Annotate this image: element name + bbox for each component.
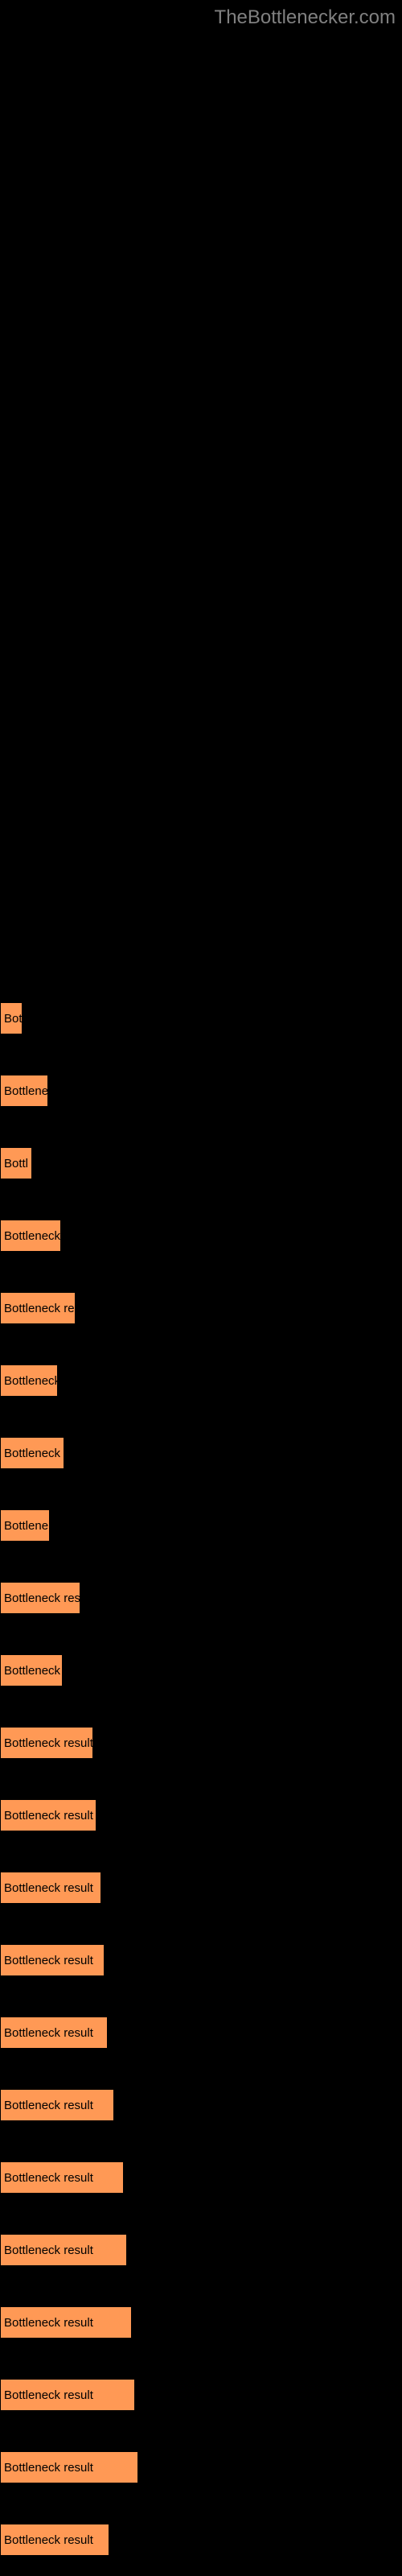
bar: Bottleneck result [0, 1799, 96, 1831]
bar-label: Bottleneck [4, 1374, 58, 1388]
bar-label: Bottleneck result [4, 2171, 93, 2185]
bar-row: Bottl [0, 1127, 402, 1199]
bar-label: Bottleneck result [4, 1954, 93, 1967]
bar: Bottleneck result [0, 2017, 108, 2049]
bar-row: Bottlene [0, 1489, 402, 1562]
bar: Bottleneck result [0, 2379, 135, 2411]
bar: Bottleneck [0, 1437, 64, 1469]
watermark-text: TheBottlenecker.com [215, 6, 396, 29]
bar-label: Bottleneck [4, 1664, 60, 1678]
bar-row: Bottleneck result [0, 2359, 402, 2431]
bar-row: Bottleneck [0, 1344, 402, 1417]
bar-label: Bottleneck result [4, 1809, 93, 1823]
bar-row: Bottleneck [0, 1634, 402, 1707]
bar-row: Bottleneck res [0, 1562, 402, 1634]
bar-row: Bottleneck result [0, 1779, 402, 1852]
bar-label: Bottleneck result [4, 2461, 93, 2475]
bar: Bottl [0, 1147, 32, 1179]
bar-row: Bottleneck result [0, 1707, 402, 1779]
bar: Bottleneck [0, 1654, 63, 1686]
bar-label: Bottl [4, 1157, 28, 1170]
bar-label: Bottleneck result [4, 1881, 93, 1895]
bar: Bottleneck result [0, 2306, 132, 2339]
bar: Bottleneck res [0, 1582, 80, 1614]
bar-label: Bottleneck res [4, 1591, 80, 1605]
bar-label: Bottleneck result [4, 2533, 93, 2547]
bar-label: Bottleneck result [4, 2026, 93, 2040]
bar: Bottleneck result [0, 2089, 114, 2121]
bar-row: Bottleneck result [0, 2214, 402, 2286]
bar: Bottleneck result [0, 1944, 105, 1976]
bar-label: Bottleneck [4, 1447, 60, 1460]
bar: Bottleneck re [0, 1292, 76, 1324]
bar: Bottleneck result [0, 2161, 124, 2194]
bar-row: Bottleneck result [0, 1924, 402, 1996]
bar-label: Bottleneck result [4, 1736, 93, 1750]
bar: Bottlene [0, 1075, 48, 1107]
bar-row: Bottlene [0, 1055, 402, 1127]
bar: Bot [0, 1002, 23, 1034]
bar-label: Bottleneck [4, 1229, 60, 1243]
bar-label: Bottlene [4, 1084, 48, 1098]
bar-chart: Bot Bottlene Bottl Bottleneck Bottleneck re B… [0, 982, 402, 2576]
bar: Bottleneck result [0, 2524, 109, 2556]
bar-label: Bottleneck re [4, 1302, 75, 1315]
bar: Bottleneck result [0, 2451, 138, 2483]
blank-area [0, 0, 402, 982]
bar-label: Bottleneck result [4, 2244, 93, 2257]
bar-row: Bottleneck result [0, 1996, 402, 2069]
bar-label: Bot [4, 1012, 23, 1026]
bar: Bottleneck result [0, 1727, 93, 1759]
bar: Bottleneck result [0, 2234, 127, 2266]
bar-row: Bottleneck re [0, 1272, 402, 1344]
bar-row: Bottleneck [0, 1199, 402, 1272]
bar-row: Bottleneck result [0, 1852, 402, 1924]
bar-row: Bot [0, 982, 402, 1055]
bar-row: Bottleneck result [0, 2504, 402, 2576]
bar-label: Bottleneck result [4, 2388, 93, 2402]
bar-label: Bottleneck result [4, 2099, 93, 2112]
bar: Bottleneck [0, 1364, 58, 1397]
bar-label: Bottlene [4, 1519, 48, 1533]
bar-row: Bottleneck result [0, 2286, 402, 2359]
bar: Bottlene [0, 1509, 50, 1542]
bar: Bottleneck [0, 1220, 61, 1252]
bar-row: Bottleneck [0, 1417, 402, 1489]
bar: Bottleneck result [0, 1872, 101, 1904]
bar-row: Bottleneck result [0, 2141, 402, 2214]
bar-label: Bottleneck result [4, 2316, 93, 2330]
bar-row: Bottleneck result [0, 2069, 402, 2141]
bar-row: Bottleneck result [0, 2431, 402, 2504]
